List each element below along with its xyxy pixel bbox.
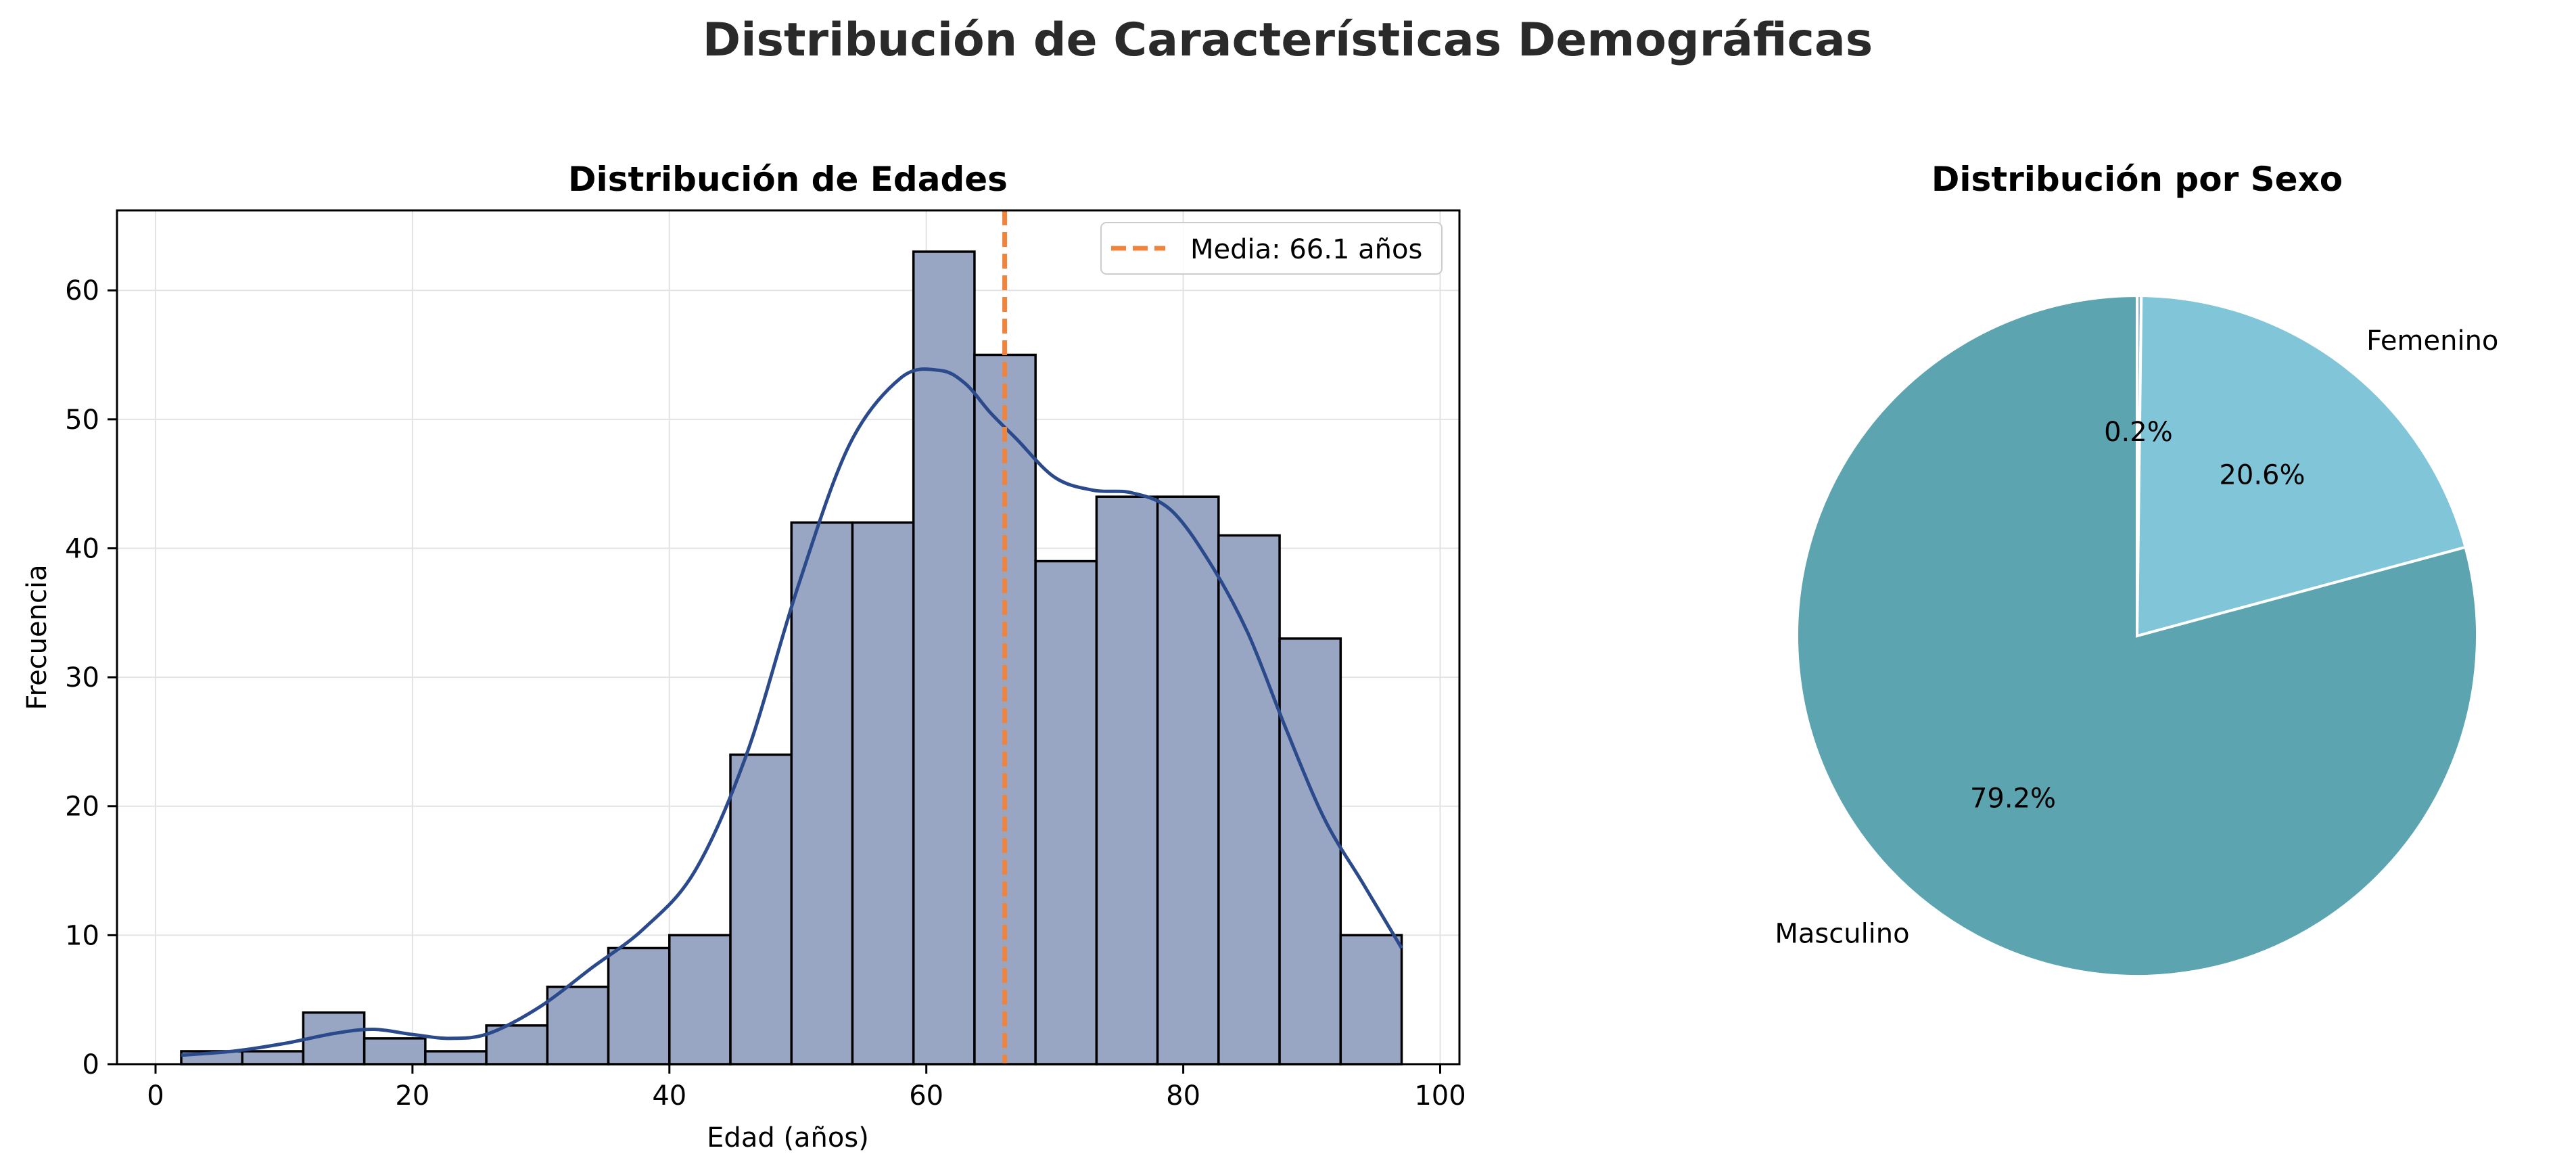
pie-panel: Distribución por Sexo 0.2% 20.6% Femenino 7…: [1775, 160, 2498, 978]
kde-curve: [181, 367, 1403, 1057]
x-tick-label: 40: [652, 1080, 686, 1112]
histogram-bar: [729, 753, 793, 1066]
pie-percent-label: 20.6%: [2219, 460, 2305, 491]
y-tick-label: 60: [65, 275, 99, 306]
x-tick-label: 100: [1414, 1080, 1466, 1112]
x-tick-label: 0: [147, 1080, 164, 1112]
histogram-bar: [668, 934, 732, 1066]
pie-labels: 0.2% 20.6% Femenino 79.2% Masculino: [1775, 325, 2498, 950]
y-axis-ticks: 0 10 20 30 40 50 60: [65, 275, 117, 1080]
y-tick-label: 0: [83, 1049, 99, 1080]
histogram-bar: [1217, 534, 1281, 1066]
x-tick-label: 80: [1166, 1080, 1200, 1112]
pie-category-label: Femenino: [2366, 325, 2498, 357]
histogram-bar: [1034, 559, 1098, 1066]
x-tick-label: 60: [909, 1080, 943, 1112]
x-axis-ticks: 0 20 40 60 80 100: [147, 1064, 1466, 1112]
legend-box: [1100, 222, 1443, 275]
y-axis-label: Frecuencia: [22, 564, 53, 710]
figure-title: Distribución de Características Demográf…: [703, 14, 1873, 67]
x-axis-label: Edad (años): [707, 1122, 869, 1153]
histogram-bar: [790, 521, 854, 1066]
histogram-bar: [362, 1037, 427, 1066]
y-tick-label: 10: [65, 920, 99, 951]
histogram-bar: [424, 1050, 488, 1066]
pie-percent-label: 0.2%: [2104, 417, 2173, 448]
y-tick-label: 50: [65, 405, 99, 436]
kde-curve-group: [181, 367, 1403, 1057]
pie-category-label: Masculino: [1775, 918, 1909, 949]
histogram-bar: [1095, 495, 1159, 1066]
histogram-bar: [912, 250, 976, 1066]
x-tick-label: 20: [395, 1080, 429, 1112]
legend: Media: 66.1 años: [1100, 222, 1443, 275]
pie-slice: [1796, 294, 2479, 978]
y-tick-label: 20: [65, 792, 99, 823]
pie-slices: [1796, 294, 2479, 978]
histogram-bar: [1156, 495, 1220, 1066]
histogram-bar: [607, 946, 671, 1066]
histogram-panel: Distribución de Edades 0 20 40 60 80 100 0 10 2…: [22, 160, 1466, 1153]
histogram-bar: [1278, 637, 1342, 1066]
pie-slice: [2135, 294, 2468, 638]
histogram-bar: [851, 521, 915, 1066]
y-tick-label: 30: [65, 662, 99, 693]
pie-title: Distribución por Sexo: [1931, 160, 2343, 199]
legend-mean-label: Media: 66.1 años: [1190, 234, 1422, 265]
histogram-bar: [1339, 934, 1403, 1066]
histogram-bar: [241, 1050, 305, 1066]
histogram-plot-frame: [116, 209, 1461, 1066]
pie-percent-label: 79.2%: [1970, 783, 2056, 815]
histogram-title: Distribución de Edades: [568, 160, 1008, 199]
y-tick-label: 40: [65, 533, 99, 564]
histogram-bar: [546, 985, 610, 1066]
